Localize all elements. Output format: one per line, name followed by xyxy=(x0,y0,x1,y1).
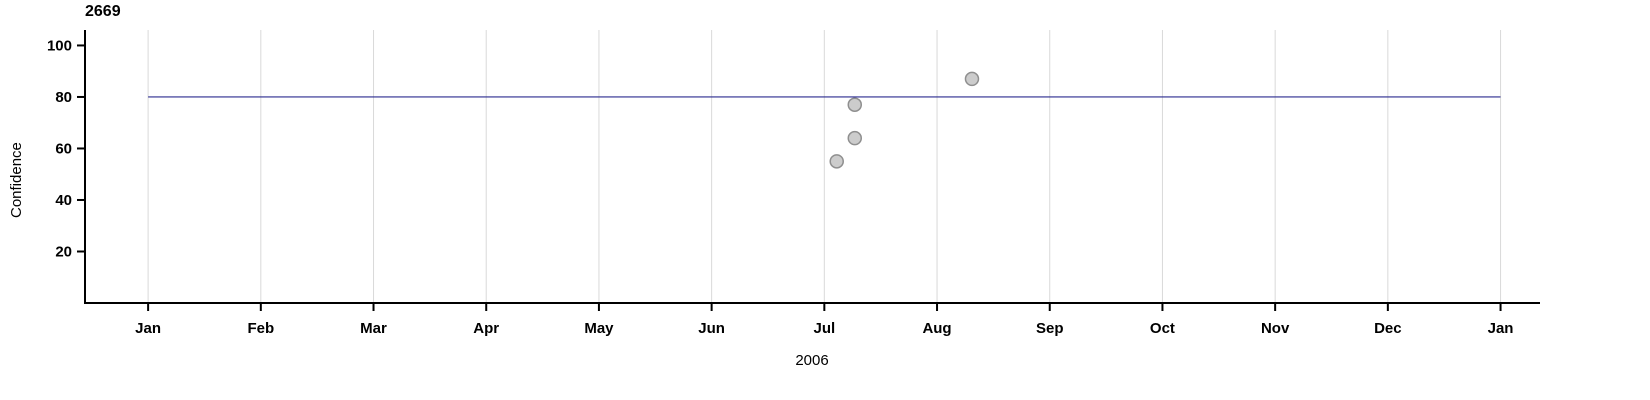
x-tick-label: Feb xyxy=(247,320,274,337)
data-point xyxy=(847,97,863,112)
x-tick-label: Nov xyxy=(1261,320,1290,337)
y-tick-label: 60 xyxy=(55,140,72,157)
y-tick-label: 20 xyxy=(55,243,72,260)
data-point xyxy=(829,154,844,169)
x-tick-label: Jun xyxy=(698,320,725,337)
x-tick-label: Mar xyxy=(360,320,387,337)
x-tick-label: Sep xyxy=(1036,320,1064,337)
x-tick-label: Dec xyxy=(1374,320,1402,337)
x-axis-label: 2006 xyxy=(795,352,829,369)
x-tick-label: Jul xyxy=(813,320,835,337)
y-tick-label: 40 xyxy=(55,192,72,209)
data-point xyxy=(964,71,980,87)
chart-title: 2669 xyxy=(85,3,121,20)
x-tick-label: Aug xyxy=(922,320,951,337)
x-tick-label: Oct xyxy=(1150,320,1175,337)
x-tick-label: May xyxy=(584,320,614,337)
data-point xyxy=(847,130,863,146)
y-tick-label: 80 xyxy=(55,89,72,106)
x-tick-label: Jan xyxy=(1488,320,1514,337)
x-tick-label: Jan xyxy=(135,320,161,337)
y-tick-label: 100 xyxy=(47,37,72,54)
x-tick-label: Apr xyxy=(473,320,499,337)
